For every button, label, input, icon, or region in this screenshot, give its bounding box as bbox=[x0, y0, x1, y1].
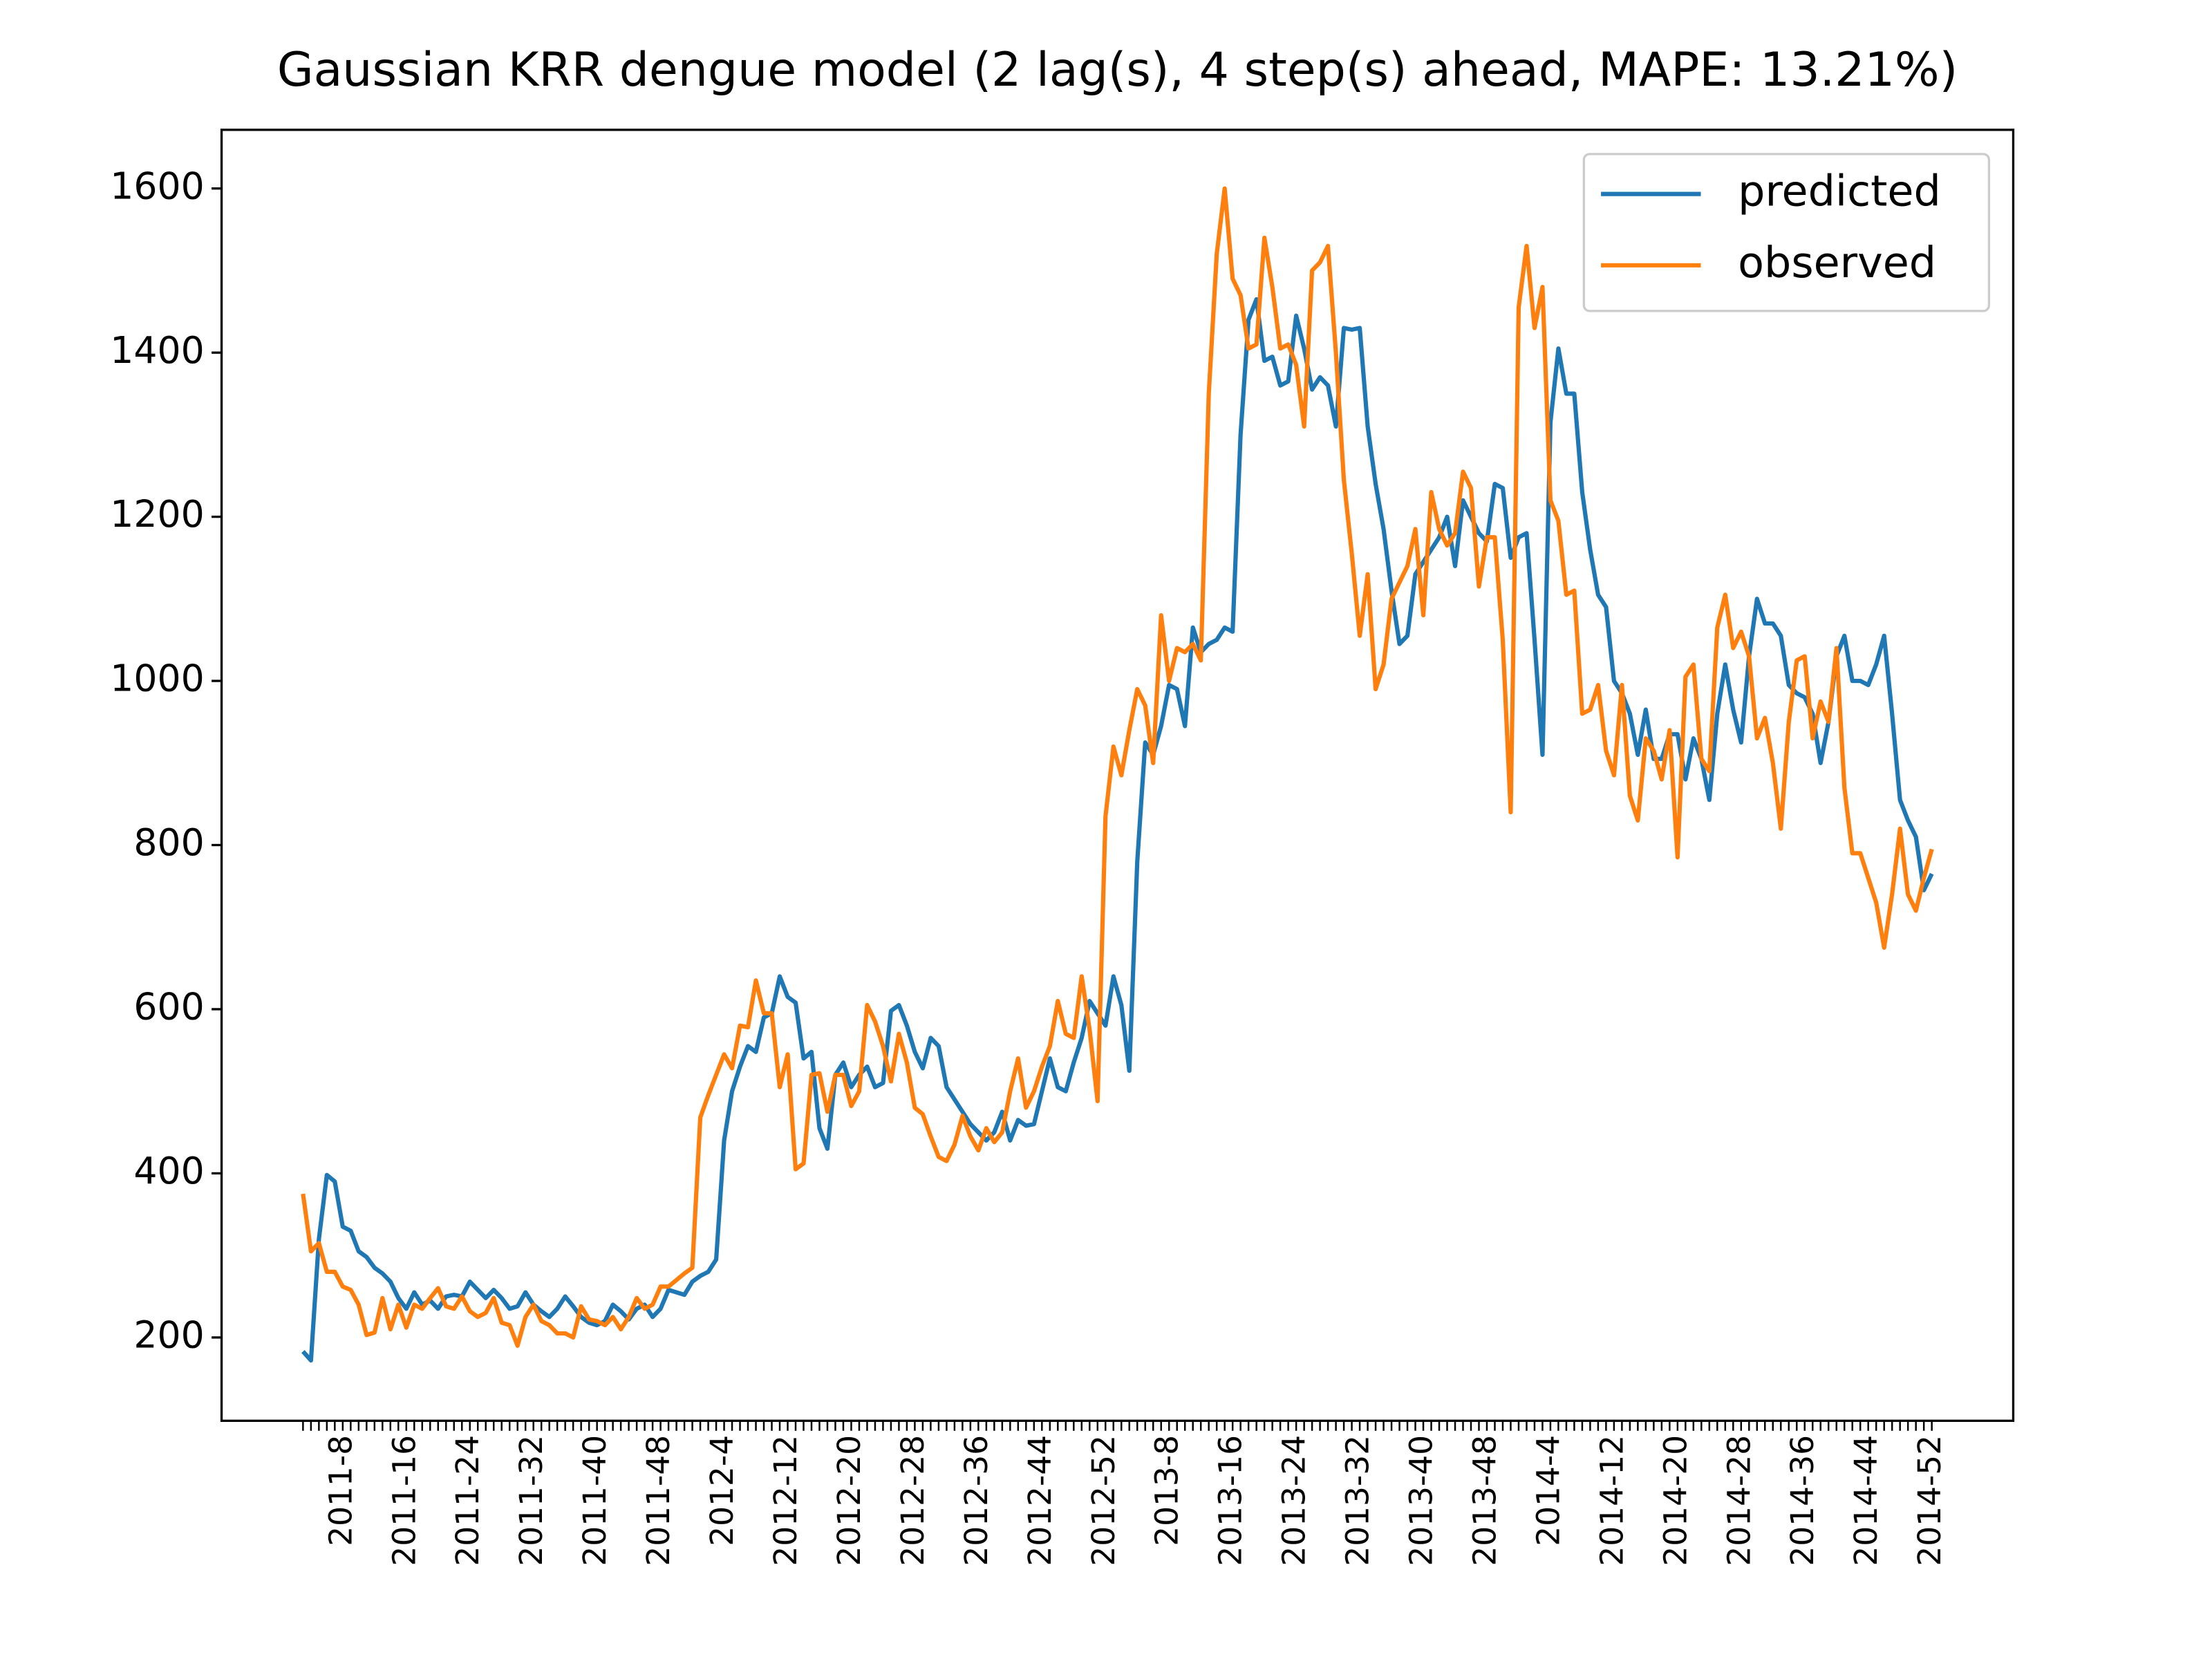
x-tick-label: 2011-32 bbox=[513, 1435, 550, 1566]
y-tick-label: 1200 bbox=[110, 492, 205, 536]
plot-area bbox=[221, 129, 2014, 1421]
x-tick-label: 2011-24 bbox=[449, 1435, 486, 1566]
x-tick-label: 2014-28 bbox=[1721, 1435, 1757, 1566]
legend-label: observed bbox=[1738, 238, 1936, 288]
x-tick-label: 2011-8 bbox=[322, 1435, 359, 1546]
x-tick-label: 2014-12 bbox=[1593, 1435, 1630, 1566]
x-tick-label: 2012-52 bbox=[1085, 1435, 1122, 1566]
y-tick-label: 400 bbox=[133, 1149, 204, 1192]
x-tick-label: 2011-16 bbox=[386, 1435, 422, 1566]
x-tick-label: 2014-36 bbox=[1784, 1435, 1821, 1566]
series-line bbox=[301, 186, 1934, 1348]
x-tick-label: 2013-24 bbox=[1276, 1435, 1313, 1566]
x-tick-label: 2013-48 bbox=[1466, 1435, 1503, 1566]
x-tick-label: 2012-44 bbox=[1022, 1435, 1058, 1566]
x-tick-label: 2014-52 bbox=[1911, 1435, 1948, 1566]
x-tick-label: 2014-44 bbox=[1848, 1435, 1884, 1566]
series-line bbox=[301, 297, 1934, 1363]
y-tick-label: 600 bbox=[133, 985, 204, 1029]
plot-frame bbox=[220, 129, 2015, 1423]
x-tick-label: 2012-28 bbox=[894, 1435, 931, 1566]
y-tick-label: 800 bbox=[133, 821, 204, 864]
x-tick-label: 2014-20 bbox=[1657, 1435, 1694, 1566]
y-tick-label: 1600 bbox=[110, 164, 205, 207]
x-tick-label: 2014-4 bbox=[1530, 1435, 1566, 1546]
legend-label: predicted bbox=[1738, 167, 1941, 216]
x-tick-label: 2013-8 bbox=[1149, 1435, 1185, 1546]
x-tick-label: 2011-48 bbox=[640, 1435, 677, 1566]
x-tick-label: 2013-32 bbox=[1340, 1435, 1376, 1566]
chart-title: Gaussian KRR dengue model (2 lag(s), 4 s… bbox=[277, 43, 1958, 97]
x-tick-label: 2013-16 bbox=[1212, 1435, 1249, 1566]
x-tick-label: 2012-36 bbox=[958, 1435, 995, 1566]
x-tick-label: 2011-40 bbox=[577, 1435, 613, 1566]
y-tick-label: 1400 bbox=[110, 328, 205, 372]
x-tick-label: 2012-4 bbox=[704, 1435, 740, 1546]
x-tick-label: 2013-40 bbox=[1403, 1435, 1440, 1566]
y-tick-label: 200 bbox=[133, 1313, 204, 1357]
x-tick-label: 2012-20 bbox=[831, 1435, 868, 1566]
y-tick-label: 1000 bbox=[110, 657, 205, 700]
x-tick-label: 2012-12 bbox=[767, 1435, 804, 1566]
